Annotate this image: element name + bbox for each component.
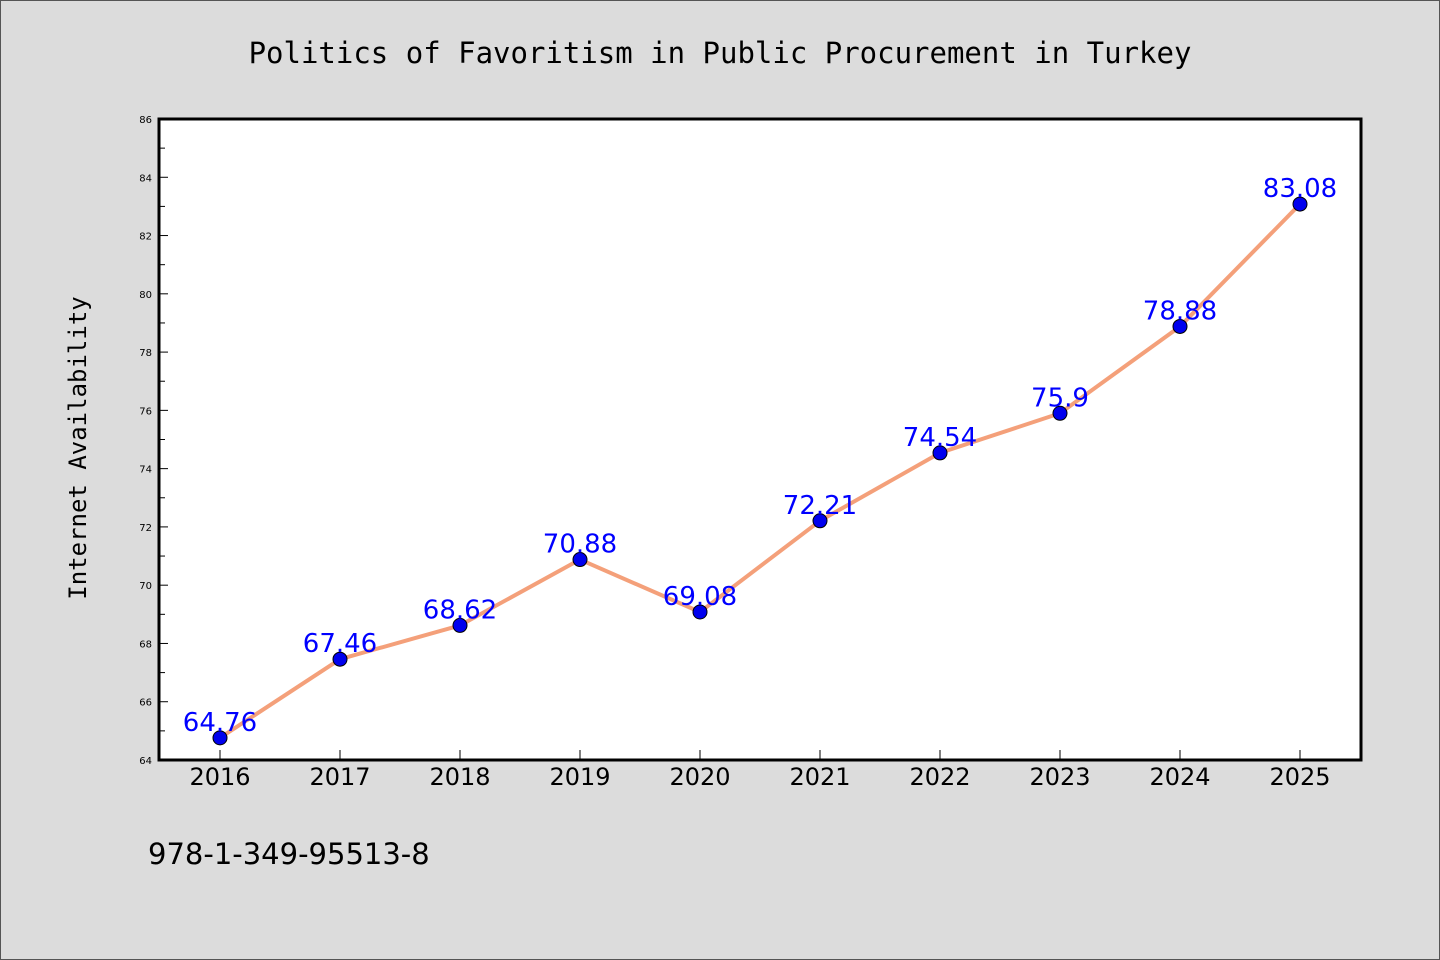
data-label: 83.08 [1263,174,1337,204]
y-tick-label: 80 [139,290,152,301]
y-tick-label: 72 [139,523,152,534]
data-label: 78.88 [1143,296,1217,326]
data-point-marker [932,445,948,461]
x-tick-label: 2022 [909,763,970,791]
data-point-marker [332,651,348,667]
x-tick-label: 2023 [1029,763,1090,791]
x-tick-label: 2025 [1269,763,1330,791]
series-group [212,196,1308,746]
data-point-marker [212,730,228,746]
y-tick-label: 74 [139,465,152,476]
y-axis: 64 66 68 70 72 74 76 78 80 82 84 86 [139,115,168,767]
data-label: 69.08 [663,582,737,612]
data-label: 75.9 [1031,383,1089,413]
y-tick-label: 76 [139,406,152,417]
series-line [218,202,1302,740]
data-label: 67.46 [303,629,377,659]
y-tick-label: 78 [139,348,152,359]
isbn-text: 978-1-349-95513-8 [148,837,430,871]
data-point-marker [572,552,588,568]
x-tick-label: 2024 [1149,763,1210,791]
x-tick-label: 2020 [669,763,730,791]
y-tick-label: 64 [139,756,152,767]
x-tick-label: 2021 [789,763,850,791]
data-point-marker [1052,405,1068,421]
x-tick-label: 2019 [549,763,610,791]
data-point-marker [452,617,468,633]
data-point-marker [692,604,708,620]
data-label: 64.76 [183,708,257,738]
data-label: 70.88 [543,530,617,560]
y-tick-label: 82 [139,232,152,243]
data-label: 74.54 [903,423,977,453]
chart-title: Politics of Favoritism in Public Procure… [249,36,1192,70]
data-labels-group: 64.76 67.46 68.62 70.88 69.08 72.21 74.54 75.9 7… [183,174,1337,738]
y-tick-label: 70 [139,581,152,592]
data-point-marker [1172,318,1188,334]
x-tick-label: 2017 [309,763,370,791]
data-label: 68.62 [423,595,497,625]
y-tick-label: 66 [139,698,152,709]
data-point-marker [812,513,828,529]
x-tick-label: 2016 [189,763,250,791]
x-tick-label: 2018 [429,763,490,791]
data-label: 72.21 [783,491,857,521]
data-point-marker [1292,196,1308,212]
x-axis: 2016 2017 2018 2019 2020 2021 2022 2023 2024 2025 [189,750,1331,791]
y-axis-label: Internet Availability [64,296,92,599]
y-tick-label: 84 [139,173,152,184]
y-tick-label: 68 [139,639,152,650]
y-tick-label: 86 [139,115,152,126]
